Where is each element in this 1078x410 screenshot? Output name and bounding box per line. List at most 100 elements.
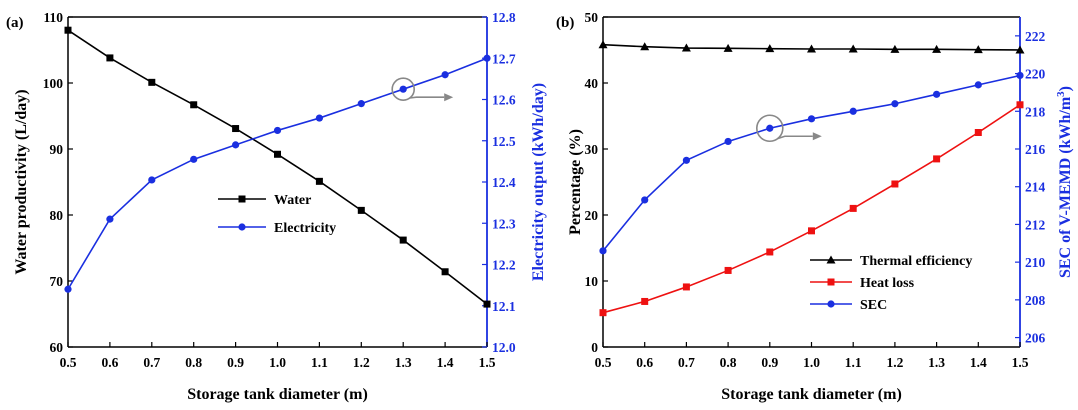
x-tick-label: 1.4 [437,355,454,370]
right-y-tick-label: 12.7 [492,51,516,66]
series-line-electricity [67,57,488,290]
data-point-water [315,177,323,185]
left-y-tick-label: 100 [43,76,64,91]
data-point-water [399,236,407,244]
data-point-water [106,54,114,62]
data-point-sec [849,107,857,115]
legend-label-thermal-efficiency: Thermal efficiency [860,254,972,269]
data-point-sec [807,115,816,123]
right-y-tick-label: 12.0 [492,340,516,355]
right-y-tick-label: 12.3 [492,216,516,231]
x-tick-label: 1.5 [479,355,496,370]
right-y-tick-label: 214 [1025,180,1046,195]
annotation-arrow [409,96,445,99]
annotation-arrow-head [444,93,454,102]
legend-marker-water [238,195,246,203]
annotation-circle [755,114,784,143]
data-point-electricity [315,114,323,122]
x-axis-title: Storage tank diameter (m) [187,386,368,403]
right-y-tick-label: 12.5 [492,134,516,149]
right-y-axis-title-text: SEC of V-MEMD (kWh/m [1057,96,1074,278]
data-point-heat-loss [641,297,649,305]
x-axis-title: Storage tank diameter (m) [721,386,902,403]
right-y-tick-label: 222 [1025,29,1046,44]
annotation-circle [391,77,416,101]
data-point-water [148,78,156,86]
left-y-tick-label: 40 [585,76,599,91]
right-y-axis-title: SEC of V-MEMD (kWh/m3) [1055,86,1074,278]
right-y-tick-label: 216 [1025,142,1046,157]
data-point-water [357,206,365,214]
legend-label-water: Water [274,193,311,208]
right-y-tick-label: 210 [1025,255,1046,270]
data-point-electricity [357,100,365,108]
data-point-water [232,125,240,133]
data-point-water [64,26,72,34]
left-y-axis-title: Water productivity (L/day) [13,89,30,274]
panel-label: (b) [556,15,574,31]
x-tick-label: 0.7 [678,355,695,370]
chart-panel-b: (b) 0.5 0.6 0.7 0.8 0.9 1.0 1.1 1.2 1.3 1.4 1.5 Stor… [556,10,1074,403]
x-tick-label: 1.0 [803,355,820,370]
data-point-sec [641,196,649,204]
x-tick-label: 1.3 [395,355,412,370]
x-tick-label: 0.7 [143,355,160,370]
data-point-sec [599,247,607,255]
data-point-water [190,101,198,109]
left-y-tick-label: 0 [591,340,598,355]
legend-label-heat-loss: Heat loss [860,276,915,291]
data-point-electricity [190,155,198,163]
series-line-water [67,29,488,305]
right-y-tick-label: 208 [1025,293,1046,308]
x-tick-label: 1.4 [970,355,987,370]
left-y-tick-label: 10 [585,274,599,289]
x-tick-label: 1.1 [845,355,862,370]
data-point-sec [974,81,982,89]
right-y-tick-label: 12.1 [492,299,516,314]
data-point-heat-loss [808,227,815,235]
right-y-axis-title-text: Electricity output (kWh/day) [530,83,547,281]
x-tick-label: 1.0 [269,355,286,370]
legend-marker-heat-loss [827,278,835,286]
data-point-thermal-efficiency [932,44,942,53]
right-y-tick-label: 220 [1025,67,1046,82]
data-point-electricity [106,215,114,223]
legend-marker-electricity [238,223,246,231]
x-tick-label: 0.9 [227,355,244,370]
data-point-electricity [399,85,407,93]
data-point-heat-loss [891,180,899,188]
right-y-tick-label: 12.2 [492,258,516,273]
data-point-sec [1016,71,1024,80]
left-y-tick-label: 60 [50,340,64,355]
right-y-tick-label: 212 [1025,217,1046,232]
right-y-tick-label: 12.4 [492,175,516,190]
data-point-thermal-efficiency [890,44,900,53]
data-point-water [441,268,449,276]
x-tick-label: 1.2 [353,355,370,370]
chart-panel-a: (a) 0.5 0.6 0.7 0.8 0.9 1.0 1.1 1.2 1.3 1.4 1.5 Stor… [6,10,547,403]
data-point-electricity [64,285,72,293]
data-point-water [274,150,281,158]
data-point-heat-loss [766,248,774,256]
data-point-heat-loss [724,266,732,274]
data-point-thermal-efficiency [681,43,691,52]
panel-label: (a) [6,15,24,31]
right-y-tick-label: 12.6 [492,93,516,108]
data-point-sec [891,100,899,108]
data-point-electricity [483,54,491,62]
left-y-tick-label: 90 [50,142,64,157]
data-point-heat-loss [682,283,690,291]
data-point-electricity [273,126,282,135]
data-point-thermal-efficiency [723,43,733,52]
left-y-tick-label: 20 [585,208,599,223]
x-tick-label: 1.3 [928,355,945,370]
data-point-thermal-efficiency [640,42,650,51]
left-y-tick-label: 30 [585,142,599,157]
data-point-electricity [148,176,156,184]
data-point-heat-loss [974,129,982,136]
x-tick-label: 0.6 [101,355,118,370]
x-tick-label: 1.1 [311,355,328,370]
series-line-sec [602,74,1021,252]
left-y-tick-label: 70 [50,274,64,289]
right-y-axis-title-superscript: 3 [1055,91,1067,97]
